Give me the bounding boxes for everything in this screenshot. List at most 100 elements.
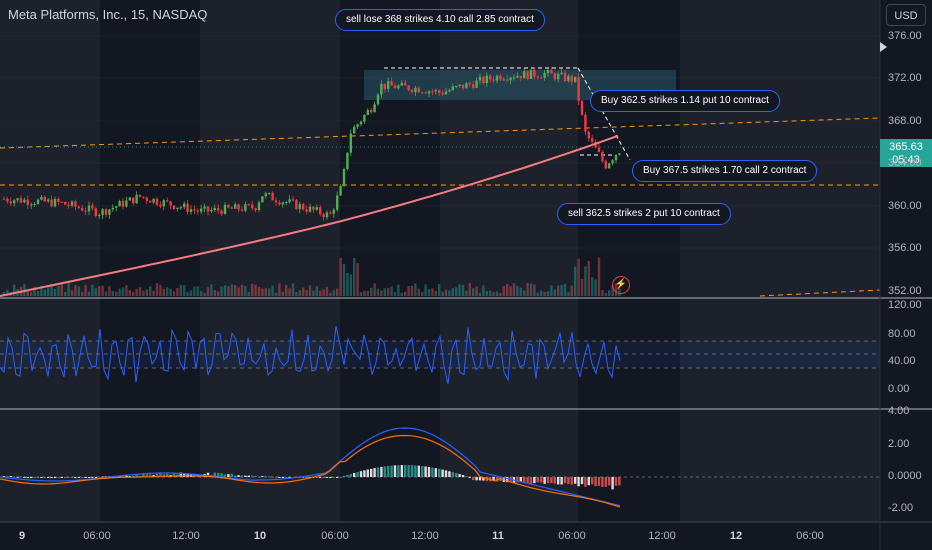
macd-hist-bar [227,474,230,477]
time-axis-label: 06:00 [321,530,349,542]
note-sell-put[interactable]: sell 362.5 strikes 2 put 10 contract [557,203,731,225]
candle-body [509,77,512,81]
macd-hist-bar [349,473,352,477]
down-leg-line [577,67,631,161]
volume-bar [325,286,329,296]
macd-hist-bar [468,476,471,478]
candle-body [81,207,84,211]
macd-hist-bar [329,477,332,478]
macd-hist-bar [553,477,556,484]
candle-body [193,209,196,211]
macd-hist-bar [465,475,468,477]
volume-bar [40,285,43,296]
macd-hist-bar [281,477,284,478]
volume-bar [53,289,57,296]
candle-body [169,201,172,206]
candle-body [370,110,373,113]
price-axis-label: 372.00 [888,72,922,84]
candle-body [98,215,101,217]
session-shade [0,0,100,522]
macd-hist-bar [380,466,383,477]
candle-body [353,126,356,134]
volume-bar [227,286,230,296]
macd-hist-bar [567,477,570,485]
volume-bar [580,278,584,296]
collapse-arrow-icon[interactable] [880,42,887,52]
volume-bar [339,257,342,296]
macd-hist-bar [387,465,390,477]
volume-bar [533,284,536,296]
macd-hist-bar [421,466,424,477]
currency-button[interactable]: USD [886,4,926,26]
volume-bar [30,292,33,296]
volume-bar [237,287,240,296]
volume-bar [567,292,570,296]
time-axis-label: 06:00 [796,530,824,542]
volume-bar [519,287,522,296]
candle-body [213,207,216,211]
symbol-title[interactable]: Meta Platforms, Inc., 15, NASDAQ [8,7,208,22]
candle-body [33,204,36,206]
volume-bar [288,288,291,296]
macd-hist-bar [618,477,621,486]
volume-bar [2,292,6,296]
candle-body [492,79,495,81]
flash-icon[interactable]: ⚡ [612,276,630,294]
volume-bar [67,283,70,296]
macd-hist-bar [427,466,431,477]
macd-hist-bar [87,477,91,478]
volume-bar [455,287,458,296]
note-buy-put[interactable]: Buy 362.5 strikes 1.14 put 10 contract [590,90,780,112]
candle-body [291,199,295,201]
volume-bar [115,291,118,296]
candle-body [257,202,261,211]
time-axis-label: 06:00 [558,530,586,542]
volume-bar [281,291,284,296]
macd-hist-bar [84,477,87,478]
candle-body [254,208,257,211]
volume-bar [584,266,587,296]
macd-hist-bar [315,477,318,478]
macd-hist-bar [574,477,577,484]
candle-body [434,90,437,92]
volume-bar [353,257,356,296]
volume-bar [400,292,403,296]
rsi-band [0,341,880,368]
macd-axis-label: 0.0000 [888,470,922,482]
macd-hist-bar [2,476,6,478]
macd-hist-bar [223,474,227,477]
note-sell-lose[interactable]: sell lose 368 strikes 4.10 call 2.85 con… [335,9,545,31]
macd-hist-bar [594,477,597,487]
candlesticks [2,67,621,221]
volume-bar [509,286,512,296]
candle-body [533,69,536,77]
candle-body [570,75,573,82]
candle-body [577,76,580,101]
candle-body [506,79,509,81]
volume-bar [380,290,383,296]
volume-bar [346,273,349,296]
volume-bar [135,289,138,296]
candle-body [125,200,128,207]
volume-bar [526,283,529,296]
candle-body [70,201,74,206]
volume-bar [121,287,125,296]
candle-body [376,94,380,105]
note-buy-call[interactable]: Buy 367.5 strikes 1.70 call 2 contract [632,160,818,182]
candle-body [543,73,546,78]
candle-body [13,200,16,204]
candle-body [319,207,322,215]
macd-hist-bar [325,477,329,478]
candle-body [414,87,417,93]
candle-body [550,69,553,74]
candle-body [278,202,281,205]
macd-hist-bar [363,470,366,477]
candle-body [574,76,577,82]
candle-body [421,92,424,94]
candle-body [240,209,244,211]
macd-hist-bar [91,477,94,478]
candle-body [417,87,420,93]
macd-axis-label: 2.00 [888,438,910,450]
macd-hist-bar [251,475,254,477]
